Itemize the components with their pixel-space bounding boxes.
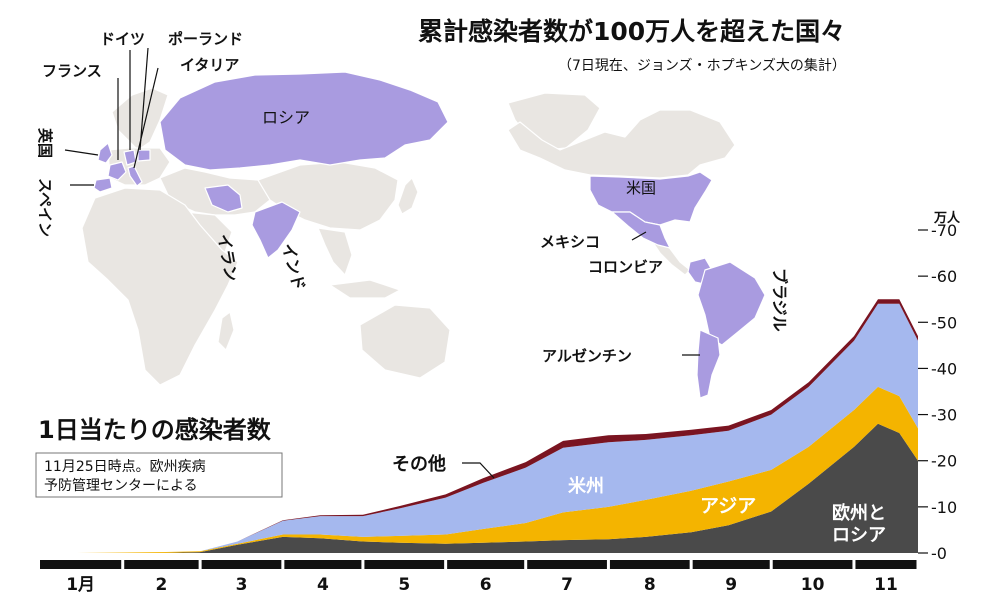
month-label-10: 11 [874, 575, 898, 595]
land-madagascar [217, 311, 235, 351]
leader-mexico [631, 231, 647, 241]
country-brazil [697, 261, 766, 346]
chart-plot-area [77, 299, 918, 553]
month-segment-6 [527, 560, 607, 569]
y-axis-unit: 万人 [933, 210, 961, 226]
month-segment-2 [201, 560, 282, 569]
y-tick-label-2: -20 [931, 452, 957, 471]
label-colombia: コロンビア [588, 258, 663, 276]
country-russia [159, 71, 449, 171]
month-segment-9 [772, 560, 853, 569]
label-uk: 英国 [36, 128, 54, 158]
month-segment-5 [447, 560, 525, 569]
country-india [251, 201, 301, 259]
country-mexico [611, 211, 671, 249]
series-label-europe-1: 欧州と [832, 502, 886, 524]
y-tick-label-3: -30 [931, 406, 957, 425]
month-label-3: 4 [317, 575, 329, 595]
month-segment-7 [609, 560, 690, 569]
map-leader-lines [64, 47, 700, 356]
country-italy [127, 165, 143, 187]
area-series-1 [77, 386, 918, 553]
month-segment-10 [855, 560, 917, 569]
month-label-1: 2 [156, 575, 168, 595]
series-label-americas: 米州 [568, 475, 604, 497]
land-canada [507, 109, 736, 179]
land-australia [359, 304, 451, 379]
label-poland: ポーランド [168, 30, 243, 48]
y-tick-label-5: -50 [931, 313, 957, 332]
land-africa [81, 187, 239, 386]
country-spain [93, 177, 113, 193]
map-title: 累計感染者数が100万人を超えた国々 [418, 17, 845, 46]
label-mexico: メキシコ [540, 233, 600, 251]
country-iran [204, 184, 243, 213]
series-label-asia: アジア [700, 495, 756, 517]
world-map [81, 71, 766, 399]
series-label-other: その他 [392, 453, 446, 475]
land-se-asia [317, 227, 353, 276]
series-label-europe-2: ロシア [832, 525, 886, 546]
leader-other [462, 462, 495, 479]
label-spain: スペイン [36, 178, 54, 237]
label-russia: ロシア [262, 108, 310, 127]
chart-axis: -0 -10 -20 -30 -40 -50 -60 -70 1月 2 3 4 5 6 7 8 9 10 11 [40, 221, 957, 595]
land-japan [397, 177, 419, 215]
country-uk [97, 142, 113, 164]
note-box [35, 452, 283, 498]
y-tick-label-0: -0 [931, 544, 947, 563]
label-france: フランス [42, 62, 102, 80]
y-tick-label-6: -60 [931, 267, 957, 286]
label-usa: 米国 [626, 179, 656, 197]
month-label-5: 6 [480, 575, 492, 595]
month-segment-3 [284, 560, 362, 569]
y-tick-label-7: -70 [931, 221, 957, 240]
leader-uk [64, 149, 99, 156]
month-segment-4 [364, 560, 445, 569]
land-indonesia [329, 279, 401, 299]
month-label-4: 5 [398, 575, 410, 595]
leader-poland [139, 47, 149, 151]
area-series-0 [77, 423, 918, 553]
country-france [107, 161, 127, 181]
leader-italy [133, 67, 159, 169]
chart-title: 1日当たりの感染者数 [38, 416, 272, 444]
label-italy: イタリア [180, 56, 239, 74]
month-label-9: 10 [801, 575, 825, 595]
y-tick-label-1: -10 [931, 498, 957, 517]
label-india: インド [278, 241, 309, 292]
month-label-7: 8 [644, 575, 656, 595]
label-germany: ドイツ [100, 30, 145, 48]
label-brazil: ブラジル [770, 268, 789, 332]
country-poland [137, 149, 151, 162]
area-series-2 [77, 303, 918, 553]
country-argentina [696, 329, 721, 399]
month-segment-8 [692, 560, 770, 569]
note-line-1: 11月25日時点。欧州疾病 [44, 459, 206, 475]
month-label-8: 9 [725, 575, 737, 595]
note-line-2: 予防管理センターによる [44, 478, 198, 494]
month-label-2: 3 [236, 575, 248, 595]
map-subtitle: （7日現在、ジョンズ・ホプキンズ大の集計） [558, 57, 846, 74]
month-label-0: 1月 [66, 575, 95, 595]
y-tick-label-4: -40 [931, 359, 957, 378]
month-label-6: 7 [561, 575, 573, 595]
label-argentina: アルゼンチン [542, 347, 632, 365]
month-segment-1 [124, 560, 199, 569]
month-segment-0 [40, 560, 122, 569]
land-scandinavia [111, 87, 169, 151]
